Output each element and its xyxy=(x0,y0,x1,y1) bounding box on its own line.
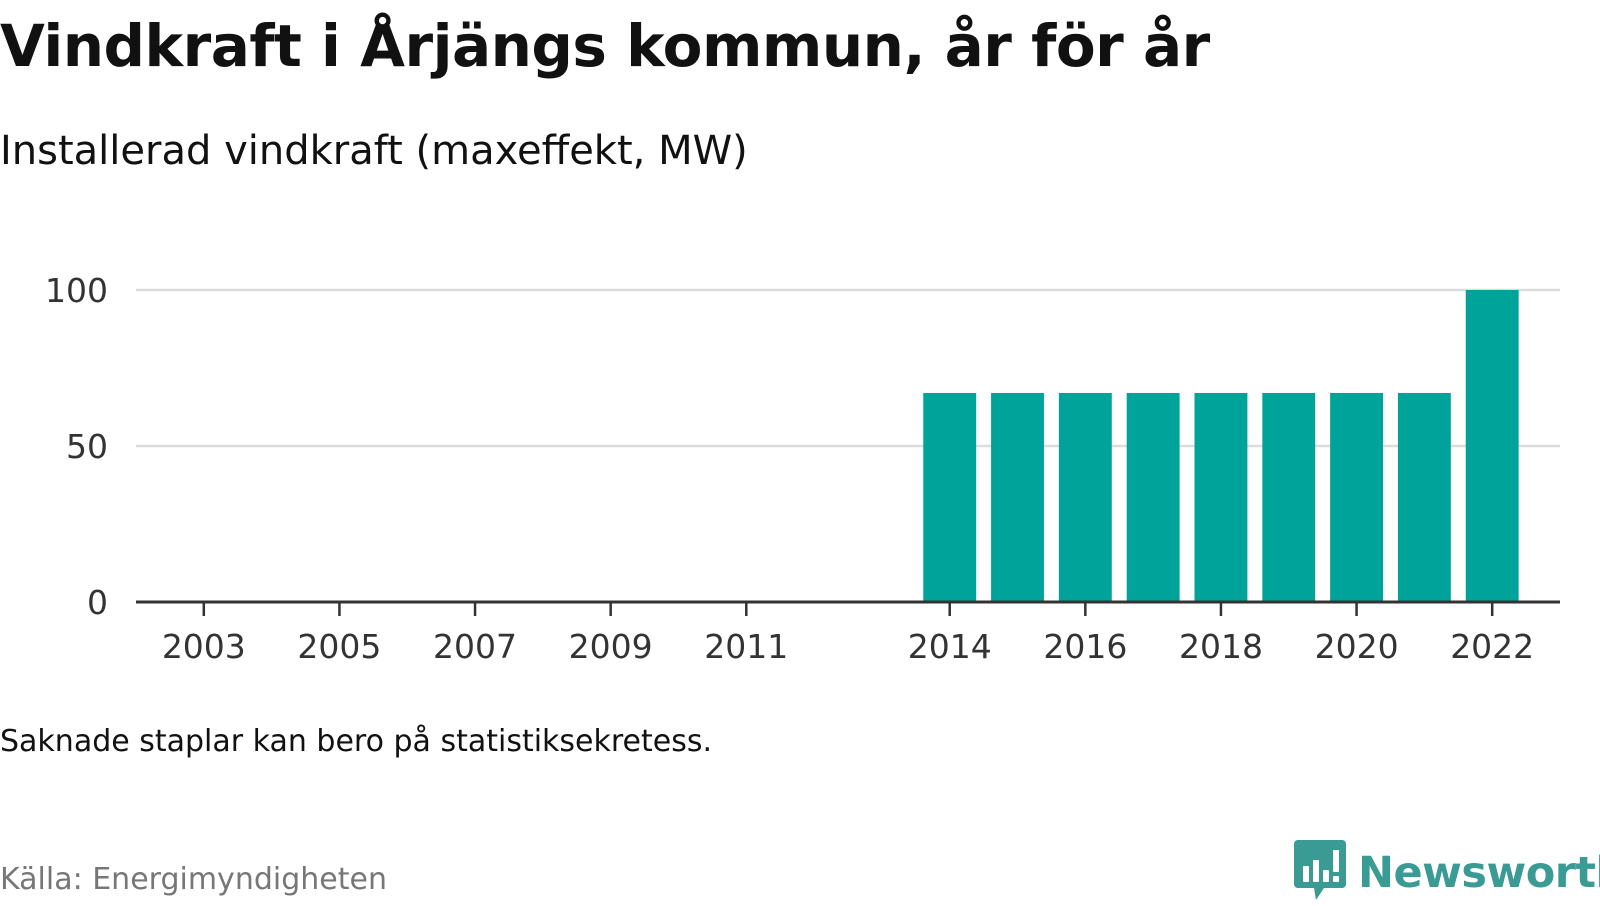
bar xyxy=(1397,392,1451,602)
bar xyxy=(923,392,977,602)
source-label: Källa: Energimyndigheten xyxy=(0,862,387,897)
x-tick-label: 2003 xyxy=(162,627,246,666)
bar-chart: 0 50 100 2003 2005 2007 2009 2011 2014 2016 2018 20… xyxy=(45,271,1560,666)
bar xyxy=(1194,392,1248,602)
bar-chart-speech-bubble-icon xyxy=(1294,840,1346,906)
chart-subtitle: Installerad vindkraft (maxeffekt, MW) xyxy=(0,128,748,174)
bar xyxy=(1262,392,1316,602)
bar xyxy=(1330,392,1384,602)
x-tick-label: 2014 xyxy=(908,627,992,666)
x-tick-label: 2016 xyxy=(1043,627,1127,666)
bar xyxy=(991,392,1044,602)
brand-name: Newsworthy xyxy=(1358,848,1600,898)
newsworthy-logo: Newsworthy xyxy=(1294,840,1600,906)
x-tick-label: 2005 xyxy=(297,627,381,666)
y-tick-label: 0 xyxy=(87,583,108,622)
bar xyxy=(1126,392,1180,602)
chart-note: Saknade staplar kan bero på statistiksek… xyxy=(0,724,713,759)
x-tick-label: 2007 xyxy=(433,627,517,666)
bar xyxy=(1465,290,1519,602)
x-tick-label: 2020 xyxy=(1315,627,1399,666)
x-tick-label: 2022 xyxy=(1450,627,1534,666)
y-tick-label: 50 xyxy=(66,427,108,466)
chart-title: Vindkraft i Årjängs kommun, år för år xyxy=(0,12,1210,80)
x-tick-label: 2009 xyxy=(569,627,653,666)
x-tick-label: 2018 xyxy=(1179,627,1263,666)
y-tick-label: 100 xyxy=(45,271,108,310)
x-tick-label: 2011 xyxy=(704,627,788,666)
bar xyxy=(1058,392,1112,602)
